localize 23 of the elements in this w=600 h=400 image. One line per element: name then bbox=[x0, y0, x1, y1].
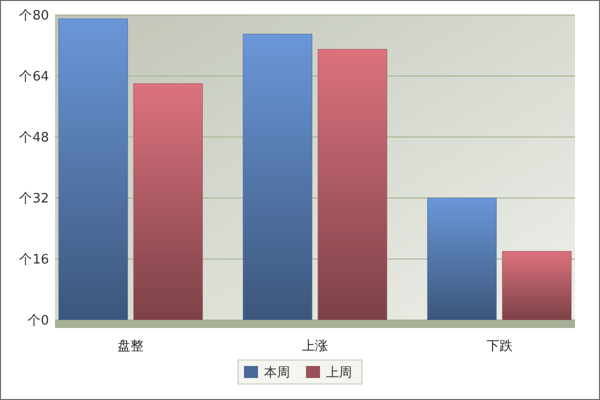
legend-label: 本周 bbox=[264, 366, 290, 381]
x-tick-label: 上涨 bbox=[302, 339, 328, 354]
bar bbox=[58, 18, 128, 320]
bar bbox=[502, 251, 572, 320]
y-tick-label: 32 bbox=[32, 192, 49, 207]
y-tick-label: 0 bbox=[40, 314, 49, 329]
bar bbox=[242, 34, 312, 320]
bar bbox=[133, 83, 203, 320]
y-tick-label: 48 bbox=[32, 130, 49, 146]
text: 个 bbox=[19, 252, 32, 268]
x-tick-label: 盘整 bbox=[118, 339, 144, 354]
x-tick-label: 下跌 bbox=[486, 339, 512, 354]
y-tick-label: 80 bbox=[32, 8, 49, 24]
legend-label: 上周 bbox=[326, 366, 352, 381]
text: 个 bbox=[19, 192, 32, 207]
bar bbox=[427, 198, 497, 320]
y-tick-label: 64 bbox=[32, 70, 49, 85]
y-axis-title: 个 bbox=[28, 314, 40, 329]
bar bbox=[318, 49, 388, 320]
y-tick-label: 16 bbox=[32, 252, 49, 268]
text: 个 bbox=[19, 70, 32, 85]
text: 个 bbox=[19, 130, 32, 146]
text: 个 bbox=[19, 8, 32, 24]
